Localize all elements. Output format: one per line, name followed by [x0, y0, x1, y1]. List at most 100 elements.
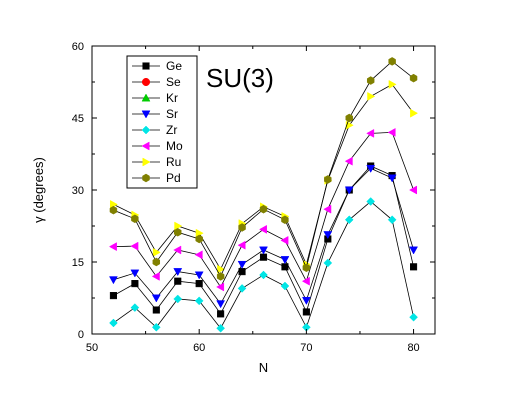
data-point-mo	[194, 250, 203, 260]
legend-label-ru: Ru	[166, 155, 181, 169]
data-point-ge	[302, 308, 310, 316]
data-point-sr	[173, 268, 183, 277]
data-point-ru	[367, 91, 376, 101]
data-point-zr	[366, 197, 376, 206]
legend-label-mo: Mo	[166, 139, 183, 153]
data-point-pd	[152, 257, 161, 267]
data-point-sr	[194, 271, 204, 280]
x-tick-label: 50	[86, 342, 98, 354]
data-point-sr	[151, 294, 161, 303]
series-sr	[109, 164, 418, 309]
data-point-pd	[281, 215, 289, 225]
legend-label-pd: Pd	[166, 171, 181, 185]
data-point-pd	[366, 76, 375, 85]
series-layer	[108, 57, 419, 333]
data-point-ru	[217, 264, 226, 274]
data-point-pd	[131, 214, 139, 224]
data-point-mo	[387, 127, 396, 137]
data-point-ge	[259, 253, 268, 261]
data-point-mo	[323, 204, 332, 214]
data-point-ru	[388, 79, 397, 89]
data-point-sr	[409, 246, 418, 255]
legend-marker-kr	[141, 93, 151, 102]
axes-layer: 50 60 70 80 0 15 30 45 60	[72, 41, 435, 354]
data-point-zr	[151, 322, 161, 332]
data-point-zr	[323, 258, 333, 268]
legend-marker-mo	[141, 141, 150, 151]
x-tick-label: 80	[407, 342, 419, 354]
legend-box	[126, 55, 198, 189]
data-point-sr	[130, 269, 140, 278]
y-tick-label: 60	[72, 41, 84, 53]
data-point-pd	[345, 113, 353, 123]
data-point-pd	[109, 205, 118, 215]
legend-label-zr: Zr	[166, 123, 177, 137]
data-point-zr	[344, 215, 354, 225]
data-point-pd	[259, 204, 268, 214]
data-point-sr	[301, 296, 311, 305]
data-point-zr	[237, 284, 247, 293]
y-tick-label: 0	[78, 329, 84, 341]
data-point-zr	[173, 294, 183, 304]
series-pd	[109, 57, 418, 281]
legend-marker-sr	[141, 110, 151, 119]
data-point-ru	[410, 108, 419, 118]
data-point-sr	[259, 246, 268, 255]
data-point-ge	[109, 292, 117, 300]
x-axis-label: N	[259, 360, 268, 375]
data-point-mo	[151, 271, 160, 281]
data-point-sr	[387, 174, 397, 183]
legend: Ge Se Kr Sr Zr Mo Ru Pd	[126, 55, 198, 189]
data-point-zr	[216, 323, 225, 333]
data-point-mo	[108, 242, 117, 252]
y-tick-label: 15	[72, 257, 84, 269]
data-point-mo	[409, 185, 418, 195]
data-point-ru	[152, 247, 161, 257]
data-point-zr	[409, 312, 418, 322]
data-point-zr	[280, 281, 290, 291]
data-point-sr	[237, 260, 247, 269]
x-tick-label: 70	[300, 342, 312, 354]
data-point-mo	[258, 224, 267, 234]
data-point-mo	[130, 241, 139, 251]
data-point-zr	[130, 303, 140, 312]
data-point-ge	[195, 280, 203, 288]
data-point-mo	[280, 235, 289, 245]
legend-label-ge: Ge	[166, 59, 182, 73]
data-point-sr	[366, 164, 376, 173]
data-point-mo	[237, 240, 246, 250]
data-point-sr	[344, 186, 354, 195]
legend-marker-ru	[142, 157, 151, 167]
legend-label-kr: Kr	[166, 91, 178, 105]
data-point-zr	[109, 318, 118, 328]
data-point-sr	[280, 256, 290, 265]
y-tick-label: 45	[72, 113, 84, 125]
data-point-mo	[216, 282, 225, 292]
inset-annotation: SU(3)	[206, 63, 274, 93]
data-point-pd	[302, 263, 311, 273]
legend-label-sr: Sr	[166, 107, 178, 121]
legend-marker-zr	[141, 125, 151, 135]
data-point-sr	[109, 276, 118, 285]
data-point-pd	[238, 223, 246, 232]
series-zr	[109, 197, 418, 333]
data-point-ge	[131, 280, 139, 288]
data-point-ge	[217, 310, 225, 318]
data-point-ge	[410, 263, 418, 271]
x-tick-label: 60	[193, 342, 205, 354]
y-tick-label: 30	[72, 185, 84, 197]
data-point-pd	[195, 234, 203, 244]
legend-marker-pd	[142, 173, 150, 183]
data-point-ge	[174, 277, 182, 285]
data-point-pd	[174, 227, 182, 237]
y-axis-label: γ (degrees)	[31, 157, 46, 223]
data-point-ru	[174, 221, 183, 231]
legend-marker-ge	[142, 62, 150, 70]
data-point-pd	[409, 73, 418, 83]
legend-label-se: Se	[166, 75, 181, 89]
data-point-ge	[152, 306, 160, 314]
data-point-pd	[324, 175, 332, 184]
data-point-zr	[259, 270, 268, 280]
